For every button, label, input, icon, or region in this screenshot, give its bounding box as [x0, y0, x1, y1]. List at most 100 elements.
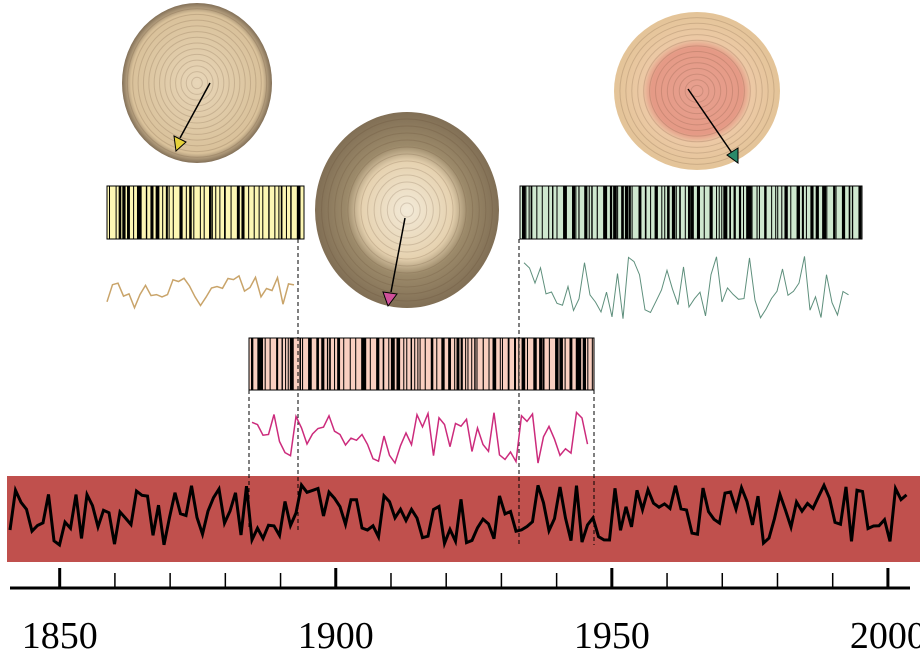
ring: [159, 42, 235, 124]
ring-bar: [296, 186, 301, 239]
ring-bar: [644, 186, 647, 239]
ring-bar: [775, 186, 777, 239]
ring-bar: [777, 186, 779, 239]
ring-bar: [575, 186, 577, 239]
ring-bar: [596, 186, 598, 239]
ring-bar: [591, 338, 593, 390]
series-line: [8, 481, 908, 550]
ring-bar: [302, 338, 304, 390]
ring-bar: [403, 338, 405, 390]
ring-bar: [276, 338, 279, 390]
ring-bar: [561, 338, 563, 390]
ring-bar: [292, 338, 294, 390]
ring-bar: [703, 186, 705, 239]
arrow: [390, 217, 406, 293]
ring: [666, 62, 728, 120]
ring-bar: [115, 186, 117, 239]
pith-arrows: [173, 82, 739, 308]
ring-bar: [684, 186, 686, 239]
ring-bar: [494, 338, 497, 390]
ring-bar: [796, 186, 800, 239]
ring-bar: [815, 186, 819, 239]
ring-bar: [638, 186, 642, 239]
ring-bar: [528, 186, 530, 239]
ring-bar: [541, 186, 543, 239]
ring-bar: [127, 186, 130, 239]
ring-bar: [801, 186, 804, 239]
ring-bar: [488, 338, 490, 390]
ring-bar: [185, 186, 187, 239]
ring-bar: [721, 186, 723, 239]
ring-bar: [257, 338, 261, 390]
ring-bar: [396, 338, 401, 390]
ring-bar: [501, 338, 503, 390]
ring-bar: [650, 186, 652, 239]
ring-bar: [621, 186, 624, 239]
ring-bar: [572, 186, 576, 239]
ring-bar: [355, 338, 357, 390]
ring-bar: [172, 186, 174, 239]
ring-bar: [624, 186, 629, 239]
wood-discs: [122, 3, 780, 308]
ring-bar: [219, 186, 221, 239]
ring-bar: [215, 186, 217, 239]
ring: [164, 48, 230, 118]
ring-bar: [262, 186, 264, 239]
ring-bar: [224, 186, 226, 239]
ring-bar: [419, 338, 421, 390]
ring-bar: [474, 338, 476, 390]
ring-bar: [858, 186, 862, 239]
tick-label: 2000: [850, 615, 920, 654]
ring-bar: [822, 186, 827, 239]
ring-bar: [369, 338, 371, 390]
ring-bar: [179, 186, 183, 239]
arrow-head: [382, 291, 398, 308]
ring-bar: [587, 338, 589, 390]
ring: [380, 181, 434, 239]
ring: [132, 13, 262, 153]
ring-bar: [729, 186, 732, 239]
series-line: [106, 274, 295, 310]
ring-bar: [661, 186, 663, 239]
ring-bar: [424, 338, 426, 390]
ring: [334, 132, 480, 288]
ring: [137, 19, 257, 147]
ring: [347, 146, 467, 274]
time-axis: 1850 1900 1950 2000: [10, 568, 920, 654]
ring-bar: [406, 338, 408, 390]
ring-bar: [236, 186, 240, 239]
ring: [631, 28, 763, 154]
ring-bar: [467, 338, 469, 390]
ring: [619, 17, 775, 165]
ring-bar: [251, 338, 254, 390]
ring: [148, 31, 246, 135]
ring-bar: [280, 186, 283, 239]
ring-bar: [771, 186, 773, 239]
ring: [625, 22, 769, 160]
ring-bar: [521, 338, 526, 390]
ring-bar: [518, 338, 520, 390]
ring-bar: [805, 186, 807, 239]
ring-bar: [285, 338, 287, 390]
ring-bar: [687, 186, 691, 239]
arrow: [687, 88, 733, 154]
ring-bar: [723, 186, 728, 239]
ring-bar: [631, 186, 633, 239]
ring-bar: [299, 338, 301, 390]
ring: [180, 65, 214, 101]
ring-bar: [476, 338, 478, 390]
ring-bar: [139, 186, 142, 239]
ring-bar: [230, 186, 232, 239]
ring-bar: [514, 338, 516, 390]
ring-bar: [507, 338, 510, 390]
ring-bar: [211, 186, 213, 239]
ring-bar: [133, 186, 135, 239]
ring: [321, 118, 493, 302]
ring-bar: [556, 186, 558, 239]
ring-bar: [751, 186, 753, 239]
ring-bar: [781, 186, 783, 239]
ring-bar: [155, 186, 160, 239]
tick-label: 1900: [298, 615, 374, 654]
ring-bar: [584, 186, 588, 239]
ring-bar: [563, 186, 567, 239]
